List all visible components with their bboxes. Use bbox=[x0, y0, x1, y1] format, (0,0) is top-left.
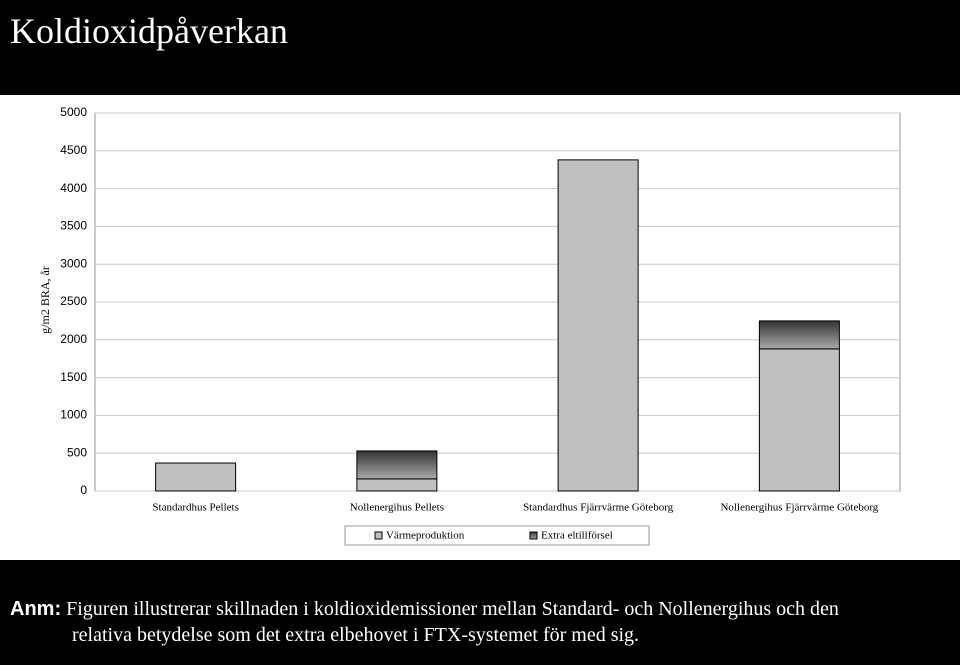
legend-box bbox=[344, 525, 650, 546]
chart: g/m2 BRA, år 0 500 1000 1500 2000 2500 3000 350… bbox=[0, 95, 960, 560]
y-tick-label: 2000 bbox=[60, 332, 87, 346]
footer: Anm: Figuren illustrerar skillnaden i ko… bbox=[0, 560, 960, 665]
note-text: Figuren illustrerar skillnaden i koldiox… bbox=[66, 598, 839, 620]
x-tick-label: Standardhus Fjärrvärme Göteborg bbox=[523, 502, 674, 514]
y-tick-label: 5000 bbox=[60, 105, 87, 119]
legend-swatch bbox=[529, 531, 538, 540]
y-tick-label: 4000 bbox=[60, 181, 87, 195]
y-tick-label: 3000 bbox=[60, 256, 87, 270]
bar-segment bbox=[758, 320, 840, 350]
x-tick-label: Standardhus Pellets bbox=[152, 502, 238, 514]
legend-swatch bbox=[374, 531, 383, 540]
header: Koldioxidpåverkan bbox=[0, 0, 960, 95]
bar-segment bbox=[356, 450, 438, 480]
bar-segment bbox=[356, 478, 438, 492]
note-line: relativa betydelse som det extra elbehov… bbox=[72, 624, 640, 646]
y-axis-label: g/m2 BRA, år bbox=[38, 266, 52, 334]
page-title: Koldioxidpåverkan bbox=[10, 11, 288, 51]
y-tick-label: 1000 bbox=[60, 408, 87, 422]
y-tick-label: 4500 bbox=[60, 143, 87, 157]
y-tick-label: 500 bbox=[67, 445, 87, 459]
legend-label: Extra eltillförsel bbox=[541, 530, 613, 542]
note-label: Anm: bbox=[10, 598, 62, 620]
bar-segment bbox=[557, 159, 639, 492]
bar-segment bbox=[758, 348, 840, 492]
y-tick-label: 3500 bbox=[60, 219, 87, 233]
y-tick-label: 1500 bbox=[60, 370, 87, 384]
note-line: Anm: Figuren illustrerar skillnaden i ko… bbox=[10, 596, 839, 622]
x-tick-label: Nollenergihus Pellets bbox=[350, 502, 444, 514]
y-tick-label: 0 bbox=[80, 483, 87, 497]
legend-label: Värmeproduktion bbox=[386, 530, 465, 542]
y-tick-label: 2500 bbox=[60, 294, 87, 308]
bar-segment bbox=[155, 462, 237, 492]
x-tick-label: Nollenergihus Fjärrvärme Göteborg bbox=[720, 502, 878, 514]
